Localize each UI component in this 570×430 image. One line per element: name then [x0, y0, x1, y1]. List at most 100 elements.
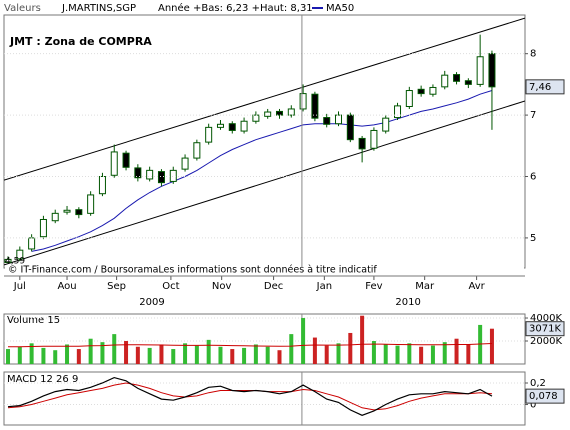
volume-bar [206, 339, 211, 364]
volume-bar [419, 346, 424, 364]
candle-body [4, 258, 12, 263]
volume-ma [8, 343, 493, 348]
candle-body [205, 126, 213, 143]
candle-body [370, 129, 378, 149]
candle-body [311, 93, 319, 119]
candle-body [157, 171, 165, 184]
volume-bar [159, 344, 164, 364]
candle-body [488, 53, 496, 88]
x-group-label: 2009 [139, 297, 164, 308]
legend-label: MA50 [326, 3, 354, 14]
volume-bar [183, 343, 188, 364]
y-tick-label: 2000K [530, 336, 562, 347]
header-range: Année +Bas: 6,23 +Haut: 8,31 [158, 2, 313, 14]
candle-body [193, 142, 201, 159]
x-tick-label: Jul [13, 281, 26, 292]
volume-bar [53, 350, 58, 364]
volume-bar [312, 337, 317, 364]
header-symbol: J.MARTINS,SGP [61, 3, 136, 14]
candle-body [394, 105, 402, 119]
candle-body [335, 114, 343, 125]
candle-body [240, 120, 248, 132]
source-band [5, 264, 524, 275]
x-tick-label: Nov [212, 281, 232, 292]
volume-bar [135, 346, 140, 364]
volume-bar [112, 334, 117, 364]
source: © IT-Finance.com / BoursoramaLes informa… [8, 265, 377, 276]
candle-body [39, 218, 47, 238]
volume-bar [407, 343, 412, 364]
volume-bar [230, 349, 235, 364]
volume-bar [147, 347, 152, 364]
volume-bar [371, 341, 376, 364]
candle-body [216, 123, 224, 128]
volume-bar [348, 332, 353, 364]
candle-body [169, 169, 177, 182]
candle-body [358, 137, 366, 150]
volume-bar [17, 346, 22, 364]
last-value-box [525, 79, 565, 95]
trendline [4, 100, 525, 266]
volume-bar [29, 343, 34, 364]
y-tick-label: 6 [530, 172, 536, 183]
candle-body [63, 209, 71, 213]
volume-bar [171, 349, 176, 364]
candle-body [110, 151, 118, 176]
last-value-box [525, 388, 565, 404]
candle-body [417, 88, 425, 95]
trendline [4, 17, 525, 181]
volume-bar [100, 342, 105, 364]
price-panel [3, 14, 526, 269]
last-value-label: 3071K [529, 324, 561, 335]
candle-body [16, 249, 24, 260]
x-tick-label: Sep [107, 281, 126, 292]
candle-body [287, 108, 295, 116]
candle-body [346, 114, 354, 141]
volume-bar [395, 345, 400, 364]
volume-bar [454, 338, 459, 364]
ma-line [31, 90, 493, 252]
candle-body [87, 194, 95, 214]
x-tick-label: Mar [415, 281, 435, 292]
volume-bar [253, 344, 258, 364]
x-tick-label: Avr [468, 281, 485, 292]
y-tick-label: 7 [530, 110, 536, 121]
candle-body [181, 157, 189, 170]
x-tick-label: Aou [57, 281, 76, 292]
candle-body [405, 90, 413, 107]
candle-body [146, 169, 154, 180]
candle-body [264, 111, 272, 117]
volume-bar [6, 349, 11, 364]
candle-body [134, 167, 142, 179]
candle-body [453, 74, 461, 82]
macd-panel [3, 371, 526, 426]
candle-body [98, 176, 106, 195]
volume-bar [383, 344, 388, 364]
header-label: Valeurs [4, 3, 41, 14]
candle-body [441, 74, 449, 88]
candle-body [429, 86, 437, 95]
candle-body [122, 152, 130, 168]
candle-body [228, 123, 236, 131]
volume-bar [442, 342, 447, 364]
x-tick-label: Fev [365, 281, 382, 292]
volume-bar [324, 345, 329, 364]
candle-body [323, 117, 331, 125]
volume-bar [218, 346, 223, 364]
volume-title: Volume 15 [7, 315, 60, 326]
last-value-label: 0,078 [529, 391, 558, 402]
candle-body [476, 56, 484, 85]
last-value-box [525, 321, 565, 337]
y-tick-label: 5 [530, 233, 536, 244]
volume-bar [360, 315, 365, 364]
volume-bar [194, 345, 199, 364]
macd-title: MACD 12 26 9 [7, 374, 78, 385]
volume-bar [289, 334, 294, 364]
candle-body [28, 237, 36, 250]
y-tick-label: 0 [530, 400, 536, 411]
volume-bar [430, 345, 435, 364]
volume-bar [489, 328, 494, 364]
volume-bar [124, 341, 129, 364]
volume-bar [336, 343, 341, 364]
